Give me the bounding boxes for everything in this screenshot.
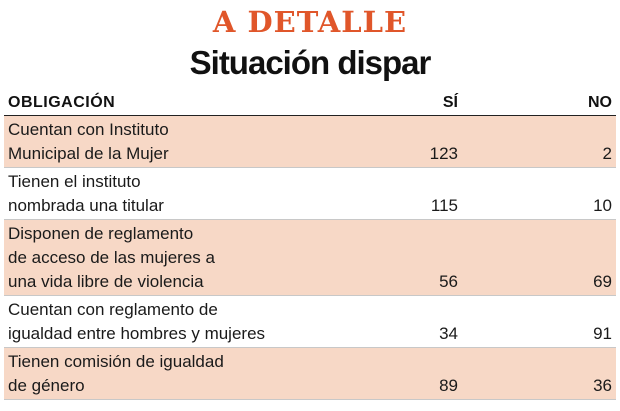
yes-count: 34: [439, 324, 458, 343]
yes-count: 115: [430, 196, 458, 215]
table-row: Tienen el instituto nombrada una titular…: [4, 168, 616, 220]
table-row: Cuentan con Instituto Municipal de la Mu…: [4, 116, 616, 168]
no-count: 91: [593, 324, 612, 343]
no-count: 10: [593, 196, 612, 215]
section-kicker: A DETALLE: [212, 5, 408, 39]
table-row: Tienen comisión de igualdad de género 89…: [4, 348, 616, 400]
table-row: Disponen de reglamento de acceso de las …: [4, 220, 616, 296]
yes-count: 56: [439, 272, 458, 291]
yes-count: 123: [429, 144, 458, 163]
obligation-label: Cuentan con Instituto Municipal de la Mu…: [8, 120, 169, 163]
page-title: Situación dispar: [189, 44, 432, 81]
no-count: 36: [593, 376, 612, 395]
obligation-label: Cuentan con reglamento de igualdad entre…: [8, 300, 266, 343]
obligation-label: Tienen comisión de igualdad de género: [8, 352, 224, 395]
obligation-label: Disponen de reglamento de acceso de las …: [8, 224, 215, 291]
data-table: OBLIGACIÓN SÍ NO Cuentan con Instituto M…: [4, 88, 616, 400]
table-header: OBLIGACIÓN SÍ NO: [4, 88, 616, 116]
column-header-yes: SÍ: [442, 94, 458, 111]
no-count: 69: [593, 272, 612, 291]
yes-count: 89: [439, 376, 458, 395]
table-row: Cuentan con reglamento de igualdad entre…: [4, 296, 616, 348]
obligation-label: Tienen el instituto nombrada una titular: [8, 172, 164, 215]
column-header-no: NO: [588, 94, 612, 111]
no-count: 2: [602, 144, 612, 163]
column-header-obligation: OBLIGACIÓN: [8, 94, 116, 111]
